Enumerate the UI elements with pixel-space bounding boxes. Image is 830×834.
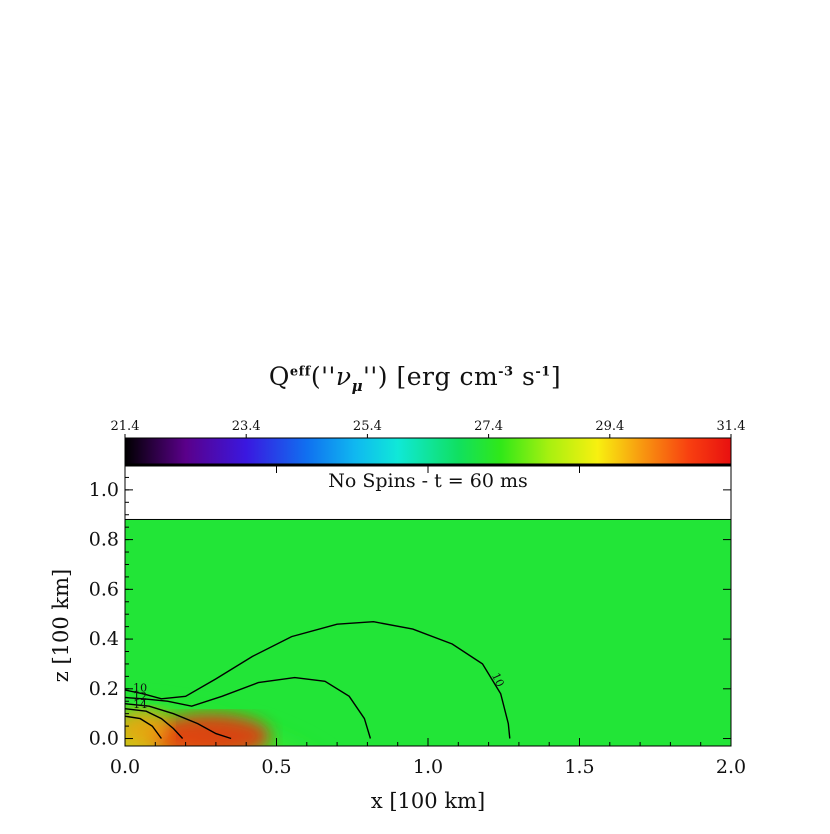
y-tick-label: 1.0 bbox=[89, 479, 119, 501]
contour-label: 10 bbox=[489, 671, 507, 689]
contour-label: 10 bbox=[133, 681, 147, 694]
colorbar-tick-label: 23.4 bbox=[232, 419, 261, 434]
axes: 0.0 0.5 1.0 1.5 2.0 0.0 0.2 0.4 0.6 0.8 1.0 x [100 … bbox=[49, 464, 746, 813]
x-tick-label: 2.0 bbox=[716, 756, 746, 778]
contour-line bbox=[124, 703, 232, 740]
colorbar-frame bbox=[124, 437, 732, 465]
colorbar-gradient bbox=[125, 438, 731, 464]
heatmap-field bbox=[125, 465, 731, 746]
contour-line bbox=[124, 620, 511, 739]
chart-title: Qeff(''νμ'') [erg cm-3 s-1] bbox=[268, 362, 562, 395]
contour-line bbox=[124, 708, 184, 739]
y-tick-label: 0.0 bbox=[89, 728, 119, 750]
x-tick-label: 1.0 bbox=[413, 756, 443, 778]
x-tick-label: 0.0 bbox=[110, 756, 140, 778]
cool-region bbox=[125, 465, 453, 746]
colorbar-tick-label: 21.4 bbox=[111, 419, 140, 434]
contour-line bbox=[124, 676, 372, 739]
colorbar: 21.4 23.4 25.4 27.4 29.4 31.4 bbox=[111, 419, 746, 465]
colorbar-tick-label: 27.4 bbox=[474, 419, 503, 434]
warm-spot bbox=[125, 708, 171, 746]
x-tick-label: 0.5 bbox=[261, 756, 291, 778]
contour-line bbox=[124, 715, 162, 739]
x-axis-label: x [100 km] bbox=[371, 789, 485, 813]
colorbar-tick-label: 25.4 bbox=[353, 419, 382, 434]
y-tick-label: 0.2 bbox=[89, 678, 119, 700]
y-tick-label: 0.6 bbox=[89, 578, 119, 600]
x-tick-label: 1.5 bbox=[564, 756, 594, 778]
y-tick-label: 0.4 bbox=[89, 628, 119, 650]
y-axis-label: z [100 km] bbox=[49, 569, 73, 683]
y-tick-label: 0.8 bbox=[89, 529, 119, 551]
colorbar-tick-label: 31.4 bbox=[717, 419, 746, 434]
contour-label: 12 bbox=[133, 690, 147, 703]
annotation-text: No Spins - t = 60 ms bbox=[328, 470, 527, 492]
contour-label: 14 bbox=[133, 698, 147, 711]
colorbar-tick-label: 29.4 bbox=[595, 419, 624, 434]
